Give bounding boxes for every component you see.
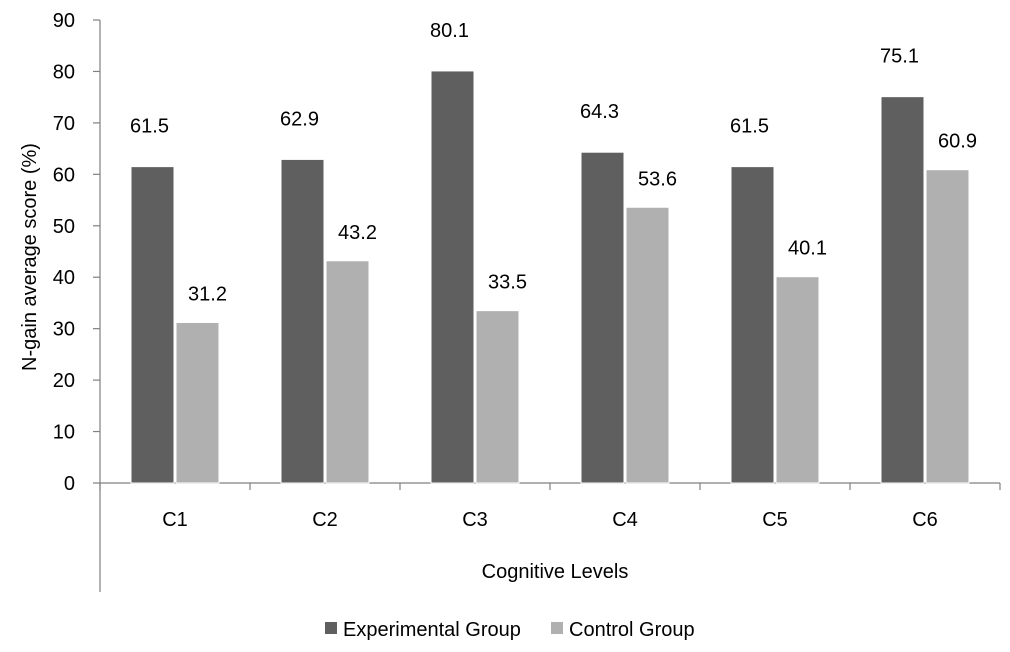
- data-label: 75.1: [880, 46, 919, 68]
- bar-experimental-c6: [880, 96, 925, 484]
- y-axis-title: N-gain average score (%): [19, 143, 41, 371]
- y-axis: 0 10 20 30 40 50 60 70 80 90: [53, 10, 101, 592]
- data-label: 60.9: [938, 131, 977, 153]
- bar-control-c4: [625, 206, 670, 484]
- bar-experimental-c1: [130, 166, 175, 484]
- data-label: 33.5: [488, 272, 527, 294]
- y-tick-label: 50: [53, 216, 75, 238]
- legend-label: Experimental Group: [343, 619, 521, 641]
- bar-control-c5: [775, 276, 820, 484]
- data-labels: 61.5 31.2 62.9 43.2 80.1 33.5 64.3 53.6 61.5 40.1…: [130, 20, 977, 306]
- bar-control-c2: [325, 260, 370, 484]
- bar-experimental-c3: [430, 70, 475, 484]
- y-tick-label: 10: [53, 422, 75, 444]
- legend-swatch-control: [551, 622, 563, 634]
- y-tick-label: 60: [53, 164, 75, 186]
- x-tick-label: C1: [162, 509, 188, 531]
- data-label: 31.2: [188, 283, 227, 305]
- data-label: 62.9: [280, 108, 319, 130]
- x-tick-label: C5: [762, 509, 788, 531]
- bar-experimental-c5: [730, 166, 775, 484]
- y-tick-label: 80: [53, 61, 75, 83]
- data-label: 40.1: [788, 238, 827, 260]
- data-label: 61.5: [130, 116, 169, 138]
- x-tick-label: C2: [312, 509, 338, 531]
- x-tick-label: C4: [612, 509, 638, 531]
- legend: Experimental Group Control Group: [325, 619, 695, 641]
- y-tick-label: 0: [64, 473, 75, 495]
- x-axis: C1 C2 C3 C4 C5 C6: [99, 482, 1001, 531]
- bar-experimental-c4: [580, 151, 625, 484]
- y-tick-label: 70: [53, 113, 75, 135]
- data-label: 43.2: [338, 222, 377, 244]
- y-tick-label: 20: [53, 370, 75, 392]
- bar-control-c3: [475, 310, 520, 484]
- data-label: 64.3: [580, 101, 619, 123]
- y-tick-label: 90: [53, 10, 75, 32]
- data-label: 61.5: [730, 116, 769, 138]
- y-tick-label: 40: [53, 267, 75, 289]
- bar-control-c6: [925, 169, 970, 484]
- legend-swatch-experimental: [325, 622, 337, 634]
- x-tick-label: C3: [462, 509, 488, 531]
- data-label: 53.6: [638, 168, 677, 190]
- legend-label: Control Group: [569, 619, 695, 641]
- x-tick-label: C6: [912, 509, 938, 531]
- y-tick-label: 30: [53, 319, 75, 341]
- bar-control-c1: [175, 321, 220, 484]
- bars: [130, 70, 970, 484]
- bar-experimental-c2: [280, 158, 325, 484]
- x-axis-title: Cognitive Levels: [482, 561, 629, 583]
- data-label: 80.1: [430, 20, 469, 42]
